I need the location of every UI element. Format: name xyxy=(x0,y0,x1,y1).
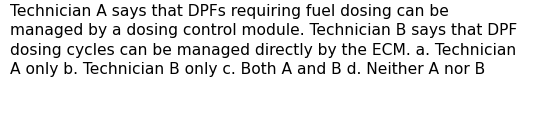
Text: Technician A says that DPFs requiring fuel dosing can be
managed by a dosing con: Technician A says that DPFs requiring fu… xyxy=(10,4,517,77)
